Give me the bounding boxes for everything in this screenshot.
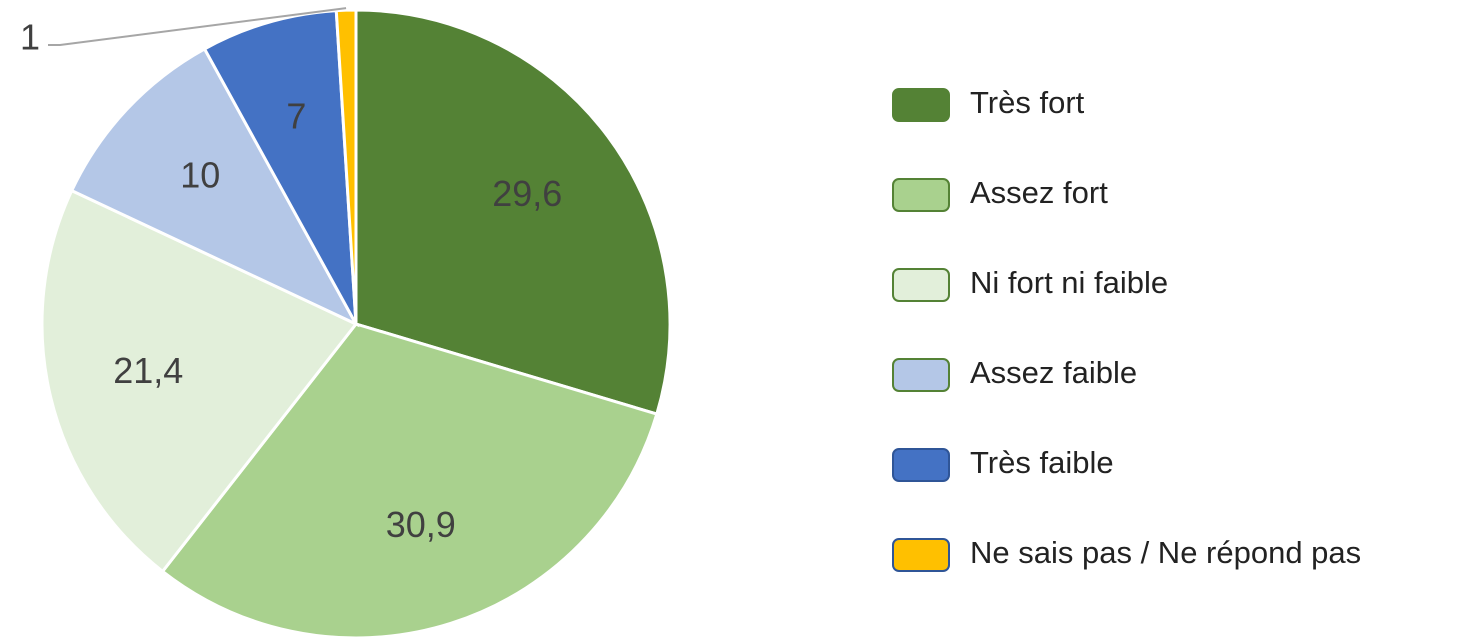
legend-swatch (892, 268, 950, 302)
legend-label: Ne sais pas / Ne répond pas (970, 535, 1361, 570)
pie-slice (160, 322, 659, 639)
legend-label: Ni fort ni faible (970, 265, 1168, 300)
legend-swatch (892, 178, 950, 212)
leader-line (48, 7, 347, 46)
legend-swatch (892, 448, 950, 482)
legend-swatch (892, 358, 950, 392)
data-label: 30,9 (386, 504, 456, 545)
data-label: 29,6 (492, 173, 562, 214)
legend-label: Assez fort (970, 175, 1108, 210)
pie-slice (334, 8, 358, 325)
data-label: 21,4 (113, 350, 183, 391)
legend-label: Très faible (970, 445, 1114, 480)
legend-swatch (892, 88, 950, 122)
pie-slice (69, 46, 360, 328)
pie-slice (354, 8, 672, 416)
pie-slice (40, 188, 359, 574)
data-label: 1 (20, 17, 40, 58)
legend-label: Assez faible (970, 355, 1137, 390)
data-label: 7 (286, 95, 306, 136)
data-label: 10 (180, 154, 220, 195)
legend-swatch (892, 538, 950, 572)
legend-label: Très fort (970, 85, 1085, 120)
